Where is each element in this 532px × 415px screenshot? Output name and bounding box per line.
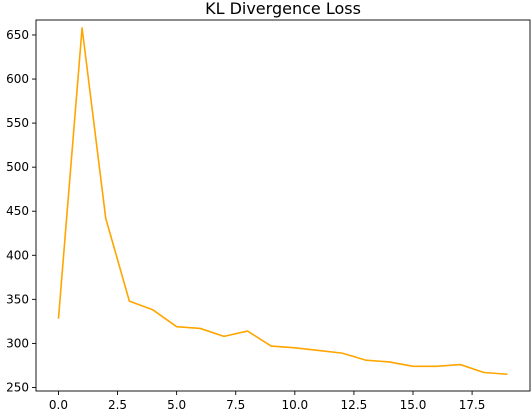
x-tick-label: 15.0 <box>400 398 427 412</box>
y-tick-label: 550 <box>6 116 29 130</box>
y-tick-label: 650 <box>6 28 29 42</box>
series-line-0 <box>57 27 508 376</box>
y-tick-label: 300 <box>6 336 29 350</box>
x-tick-label: 10.0 <box>281 398 308 412</box>
x-tick-label: 12.5 <box>341 398 368 412</box>
y-tick-label: 600 <box>6 72 29 86</box>
x-tick-label: 17.5 <box>459 398 486 412</box>
y-tick-label: 500 <box>6 160 29 174</box>
chart-title: KL Divergence Loss <box>205 0 361 18</box>
x-tick-label: 5.0 <box>167 398 186 412</box>
x-tick-label: 7.5 <box>226 398 245 412</box>
axes: 0.0 2.5 5.0 7.5 10.0 12.5 15.0 17.5 250 300 350 400… <box>6 19 531 412</box>
x-tick-label: 2.5 <box>108 398 127 412</box>
y-tick-label: 450 <box>6 204 29 218</box>
y-tick-label: 350 <box>6 292 29 306</box>
y-tick-label: 250 <box>6 380 29 394</box>
x-tick-label: 0.0 <box>49 398 68 412</box>
plot-area <box>57 27 508 376</box>
axes-frame <box>35 19 531 392</box>
y-tick-label: 400 <box>6 248 29 262</box>
